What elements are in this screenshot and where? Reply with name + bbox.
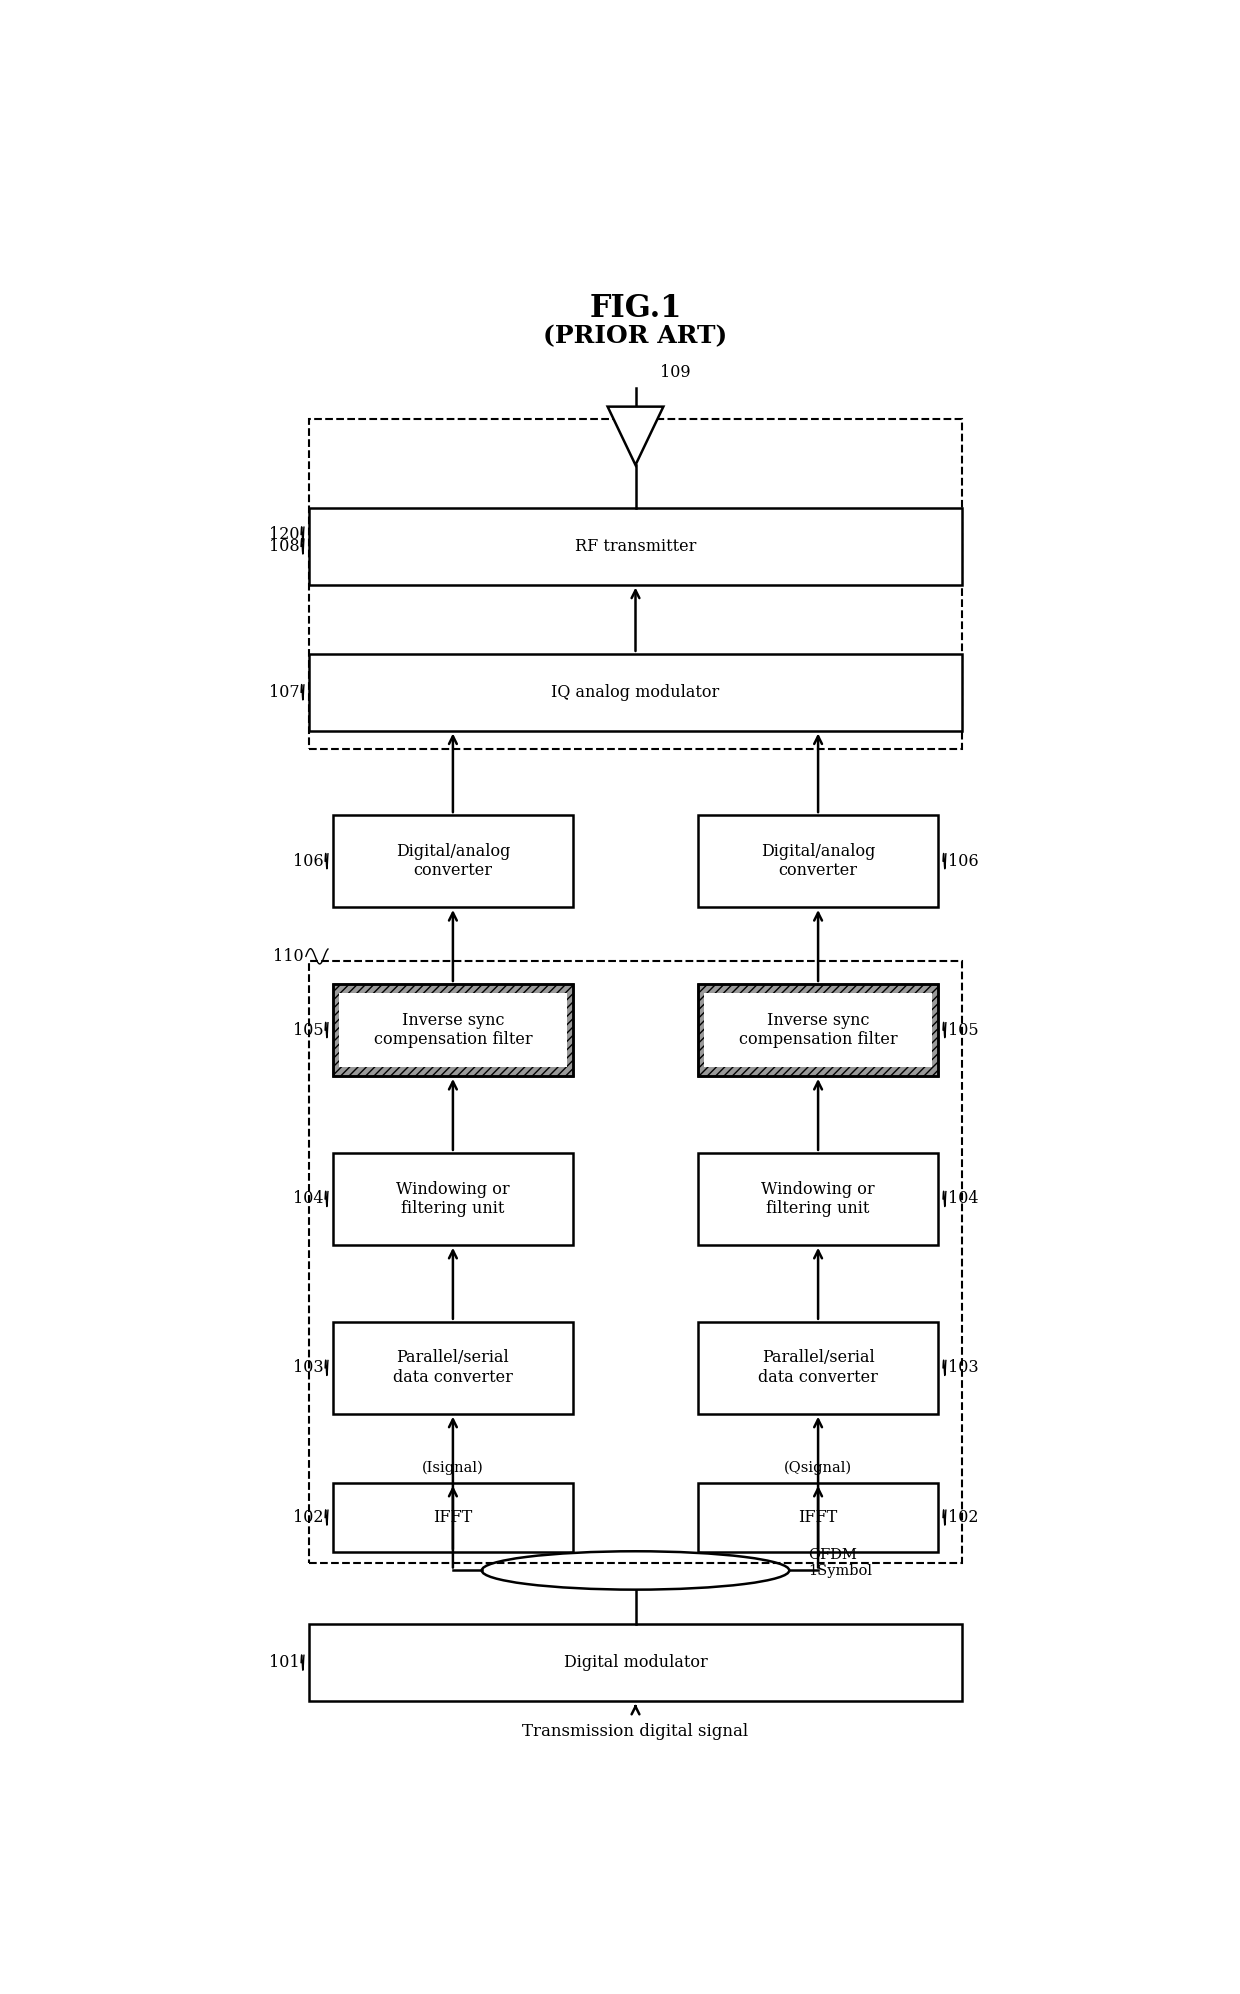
FancyBboxPatch shape [309,1625,962,1701]
Text: Inverse sync
compensation filter: Inverse sync compensation filter [373,1011,532,1049]
FancyBboxPatch shape [698,1484,939,1551]
Text: 104: 104 [293,1190,324,1208]
Text: Transmission digital signal: Transmission digital signal [522,1723,749,1741]
Text: 103: 103 [947,1360,978,1376]
Text: 106: 106 [293,853,324,869]
Text: Digital/analog
converter: Digital/analog converter [396,843,510,879]
Text: 104: 104 [947,1190,978,1208]
Text: (PRIOR ART): (PRIOR ART) [543,323,728,349]
Text: IQ analog modulator: IQ analog modulator [552,684,719,700]
Text: 103: 103 [293,1360,324,1376]
Text: Inverse sync
compensation filter: Inverse sync compensation filter [739,1011,898,1049]
Polygon shape [608,407,663,465]
FancyBboxPatch shape [698,816,939,907]
Text: FIG.1: FIG.1 [589,293,682,323]
Text: RF transmitter: RF transmitter [575,538,696,554]
Text: Parallel/serial
data converter: Parallel/serial data converter [758,1350,878,1386]
Text: IFFT: IFFT [433,1509,472,1525]
FancyBboxPatch shape [309,508,962,584]
FancyBboxPatch shape [332,983,573,1077]
Text: Windowing or
filtering unit: Windowing or filtering unit [396,1180,510,1216]
FancyBboxPatch shape [698,1153,939,1244]
FancyBboxPatch shape [704,993,932,1067]
Text: 105: 105 [947,1021,978,1039]
Text: 120: 120 [269,526,299,542]
Text: 108: 108 [269,538,299,554]
Text: 106: 106 [947,853,978,869]
FancyBboxPatch shape [332,1484,573,1551]
FancyBboxPatch shape [309,654,962,730]
Text: Parallel/serial
data converter: Parallel/serial data converter [393,1350,513,1386]
Text: OFDM
1Symbol: OFDM 1Symbol [808,1547,873,1577]
Text: Windowing or
filtering unit: Windowing or filtering unit [761,1180,875,1216]
Text: 102: 102 [293,1509,324,1525]
Text: Digital modulator: Digital modulator [564,1655,707,1671]
Text: IFFT: IFFT [799,1509,838,1525]
FancyBboxPatch shape [332,1322,573,1414]
FancyBboxPatch shape [698,1322,939,1414]
Text: 110: 110 [273,947,304,965]
FancyBboxPatch shape [332,1153,573,1244]
Text: (Isignal): (Isignal) [422,1462,484,1476]
FancyBboxPatch shape [698,983,939,1077]
FancyBboxPatch shape [332,816,573,907]
Text: 101: 101 [269,1655,299,1671]
FancyBboxPatch shape [339,993,567,1067]
Text: 109: 109 [660,363,691,381]
Text: Digital/analog
converter: Digital/analog converter [761,843,875,879]
Text: 107: 107 [269,684,299,700]
Text: (Qsignal): (Qsignal) [784,1462,852,1476]
Text: 105: 105 [293,1021,324,1039]
Text: 102: 102 [947,1509,978,1525]
